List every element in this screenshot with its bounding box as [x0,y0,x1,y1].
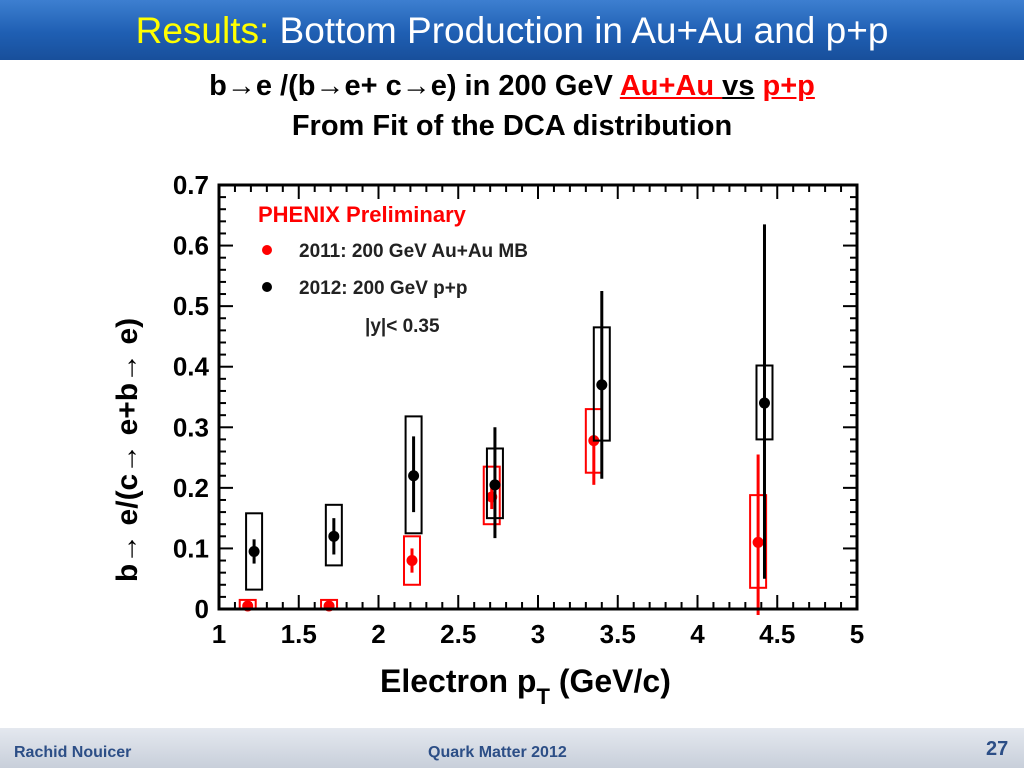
chart: 1 1.5 2 2.5 3 3.5 4 4.5 5 0 0.1 0.2 0.3 0.4 0.5 0.6 0.7… [111,170,864,709]
data-point-pp [408,470,420,482]
y-tick-label: 0.6 [173,231,209,261]
legend-title: PHENIX Preliminary [258,202,467,227]
x-axis-label-main: Electron p [380,663,536,699]
x-tick-labels: 1 1.5 2 2.5 3 3.5 4 4.5 5 [212,619,864,649]
legend-label-pp: 2012: 200 GeV p+p [299,278,467,299]
title-bar [0,0,1024,60]
series-pp [245,224,774,591]
y-tick-label: 0 [195,594,209,624]
heading-pp: p+p [762,70,815,102]
legend-marker-auau [262,245,272,255]
sys-box-pp [245,512,264,591]
y-tick-label: 0.7 [173,170,209,200]
x-axis-label-sub: T [536,684,550,709]
data-point-pp [489,479,501,491]
heading-vs: vs [722,70,755,102]
title-prefix: Results: [135,10,270,51]
heading-auau: Au+Au [619,70,723,102]
x-tick-label: 2.5 [440,619,476,649]
title-main: Bottom Production in Au+Au and p+p [279,10,889,51]
x-tick-label: 2 [371,619,385,649]
data-point-pp [248,545,260,557]
x-tick-label: 4.5 [759,619,795,649]
y-tick-label: 0.2 [173,473,209,503]
x-axis-label-suffix: (GeV/c) [550,663,671,699]
x-axis-label: Electron pT (GeV/c) [380,663,671,709]
data-point-pp [328,530,340,542]
chart-marks [238,224,774,616]
slide-subheading: From Fit of the DCA distribution [291,110,733,142]
data-point-auau [406,555,418,567]
plot-frame [217,183,859,611]
y-tick-label: 0.1 [173,533,209,563]
data-point-auau [752,536,764,548]
x-tick-label: 1 [212,619,226,649]
sys-box-pp [404,415,423,535]
x-tick-label: 5 [850,619,864,649]
y-axis-label: b→ e/(c→ e+b→ e) [111,318,144,582]
footer-bar: Rachid Nouicer Quark Matter 2012 27 [0,728,1024,768]
x-tick-label: 3 [531,619,545,649]
x-tick-label: 3.5 [600,619,636,649]
sys-box-auau [482,465,501,526]
legend-marker-pp [262,282,272,292]
footer-author: Rachid Nouicer [14,744,132,761]
sys-box-pp [324,503,343,567]
rapidity-note: |y|< 0.35 [365,316,440,337]
page-number: 27 [986,738,1009,760]
sys-box-auau [402,535,421,586]
slide-title: Results: Bottom Production in Au+Au and … [0,0,1024,60]
y-tick-label: 0.3 [173,412,209,442]
y-tick-labels: 0 0.1 0.2 0.3 0.4 0.5 0.6 0.7 [173,170,210,624]
y-tick-label: 0.4 [173,352,210,382]
x-tick-label: 1.5 [281,619,317,649]
footer-conference: Quark Matter 2012 [428,744,567,761]
y-tick-label: 0.5 [173,291,209,321]
legend-label-auau: 2011: 200 GeV Au+Au MB [299,241,528,262]
data-point-pp [758,397,770,409]
slide-heading: b→e /(b→e+ c→e) in 200 GeV Au+Au vs p+p [0,70,1024,103]
heading-part1: b→e /(b→e+ c→e) in 200 GeV [209,70,620,102]
x-tick-label: 4 [690,619,705,649]
data-point-pp [596,379,608,391]
